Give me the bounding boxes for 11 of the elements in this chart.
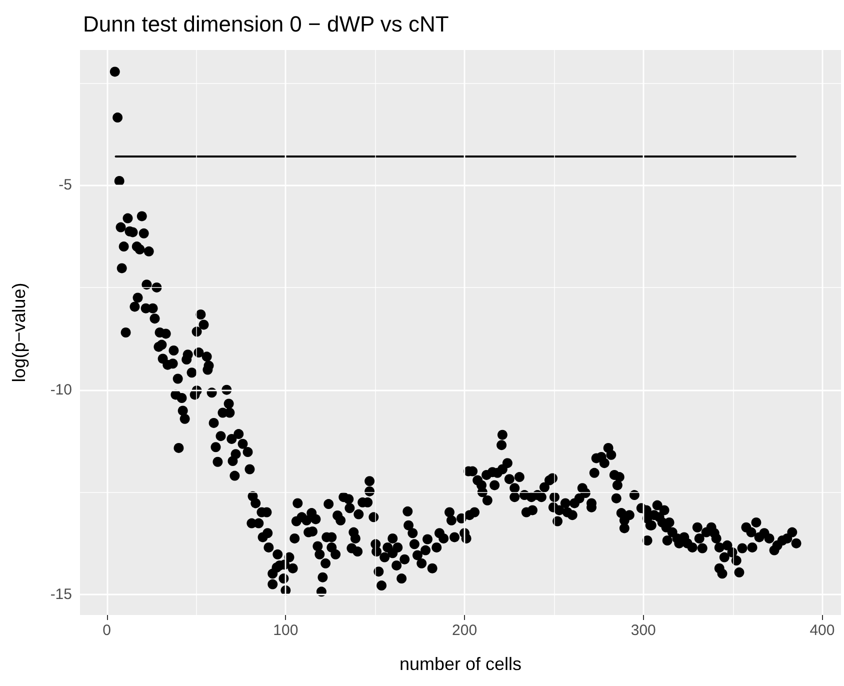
x-tick-label: 100 [273,622,298,639]
y-tick-label: -15 [50,586,72,604]
x-axis-title: number of cells [399,654,522,674]
x-tick-label: 300 [630,622,656,639]
y-axis-title: log(p−value) [9,282,29,382]
y-tick-label: -10 [50,381,72,398]
chart-title: Dunn test dimension 0 − dWP vs cNT [83,12,449,36]
x-tick-label: 0 [102,622,111,639]
x-tick-label: 400 [810,622,835,639]
x-tick-label: 200 [452,622,478,639]
y-tick-label: -5 [58,176,72,194]
